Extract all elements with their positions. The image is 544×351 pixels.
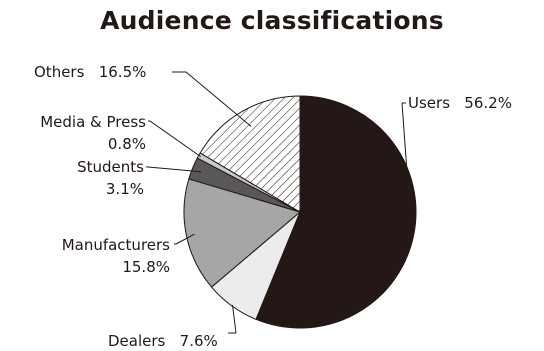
chart-title: Audience classifications bbox=[100, 6, 444, 35]
slice-label-others: Others 16.5% bbox=[34, 63, 146, 81]
slice-label-users: Users 56.2% bbox=[408, 94, 512, 112]
leader-line-media-press bbox=[149, 120, 201, 158]
pie-slice-others bbox=[199, 95, 301, 213]
leader-line-manufacturers bbox=[175, 233, 195, 245]
slice-value-media-press: 0.8% bbox=[108, 135, 146, 153]
slice-value-students: 3.1% bbox=[106, 180, 144, 198]
pie-slice-users bbox=[255, 95, 417, 329]
slice-label-students: Students bbox=[77, 158, 144, 176]
slice-label-dealers: Dealers 7.6% bbox=[108, 332, 218, 350]
leader-line-dealers bbox=[232, 304, 237, 334]
slice-label-media-press: Media & Press bbox=[40, 113, 146, 131]
slice-label-manufacturers: Manufacturers bbox=[62, 236, 170, 254]
leader-line-others bbox=[185, 71, 252, 127]
pie-slice-manufacturers bbox=[183, 178, 302, 288]
slice-value-manufacturers: 15.8% bbox=[122, 258, 170, 276]
leader-line-users bbox=[401, 102, 412, 235]
leader-line-students bbox=[147, 166, 202, 173]
